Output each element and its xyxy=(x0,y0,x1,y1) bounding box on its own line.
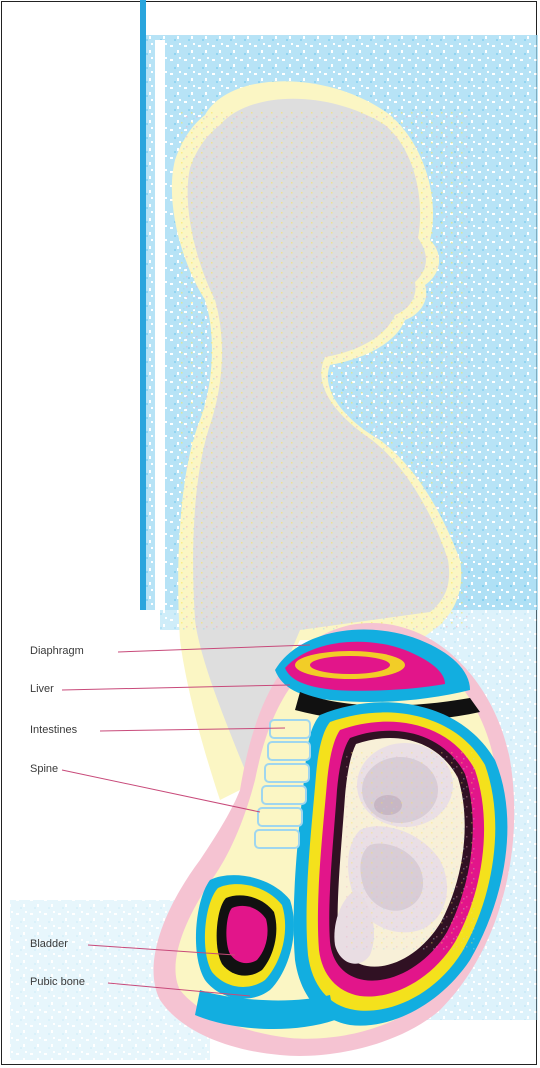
leader-line-bladder xyxy=(87,944,236,956)
leader-line-intestines xyxy=(99,727,286,732)
labels: Diaphragm Liver Intestines Spine Bladder… xyxy=(30,645,85,988)
woman-silhouette xyxy=(171,81,470,800)
label-intestines: Intestines xyxy=(30,724,78,736)
abdomen-cross-section xyxy=(153,622,515,1056)
fetus xyxy=(334,743,475,964)
leader-line-pubic-bone xyxy=(107,982,251,997)
leader-line-liver xyxy=(61,684,291,691)
spine xyxy=(254,719,311,849)
leader-line-spine xyxy=(61,769,261,813)
label-spine: Spine xyxy=(30,763,58,775)
leader-line-diaphragm xyxy=(117,644,311,653)
leader-lines xyxy=(61,644,311,997)
label-bladder: Bladder xyxy=(30,938,68,950)
label-diaphragm: Diaphragm xyxy=(30,645,84,657)
pelvis xyxy=(195,875,335,1030)
label-pubic-bone: Pubic bone xyxy=(30,976,85,988)
label-liver: Liver xyxy=(30,683,54,695)
